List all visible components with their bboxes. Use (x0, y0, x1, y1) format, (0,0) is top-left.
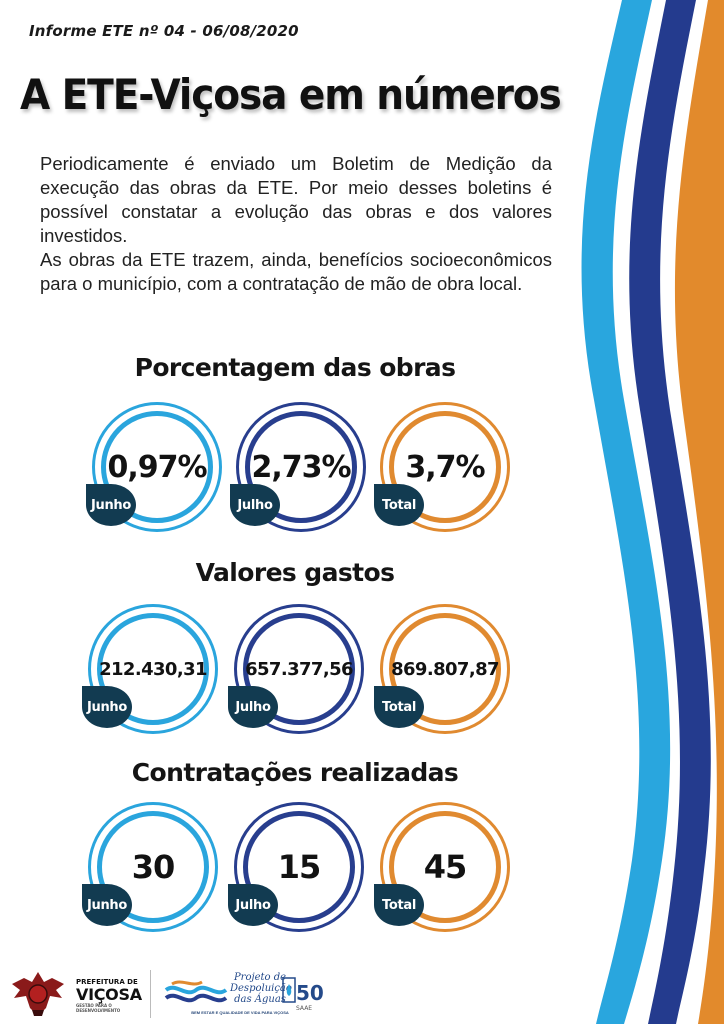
stat-percentage-june: 0,97% Junho (86, 402, 222, 532)
tag-june: Junho (82, 884, 132, 926)
wave-stripe-orange (674, 0, 724, 1024)
prefeitura-wordmark: PREFEITURA DE VIÇOSA GESTÃO PARA O DESEN… (76, 978, 146, 1013)
stat-value: 657.377,56 (245, 658, 353, 680)
stat-value: 3,7% (405, 449, 485, 485)
prefeitura-line-2: VIÇOSA (76, 985, 142, 1004)
tag-total: Total (374, 686, 424, 728)
stat-percentage-july: 2,73% Julho (230, 402, 366, 532)
stat-spending-total: 869.807,87 Total (374, 604, 510, 734)
wave-stripe-dark-blue (629, 0, 711, 1024)
prefeitura-crest-icon (12, 972, 64, 1016)
prefeitura-logo: PREFEITURA DE VIÇOSA GESTÃO PARA O DESEN… (6, 968, 146, 1020)
stat-value: 15 (277, 848, 322, 886)
intro-paragraph-2: As obras da ETE trazem, ainda, benefício… (40, 249, 552, 294)
tag-june: Junho (82, 686, 132, 728)
project-tagline: BEM ESTAR E QUALIDADE DE VIDA PARA VIÇOS… (191, 1010, 289, 1015)
stat-value: 30 (131, 848, 176, 886)
stat-value: 0,97% (107, 449, 207, 485)
tag-july: Julho (230, 484, 280, 526)
stat-value: 869.807,87 (391, 658, 499, 680)
saae-50-anniversary-icon: 50 SAAE (282, 977, 324, 1012)
page-title: A ETE-Viçosa em números (20, 70, 562, 119)
stat-hiring-july: 15 Julho (228, 802, 364, 932)
water-waves-icon (164, 980, 228, 1003)
saae-50-mark: 50 (296, 981, 324, 1005)
section-title-percentage: Porcentagem das obras (134, 353, 456, 382)
wave-stripe-light-blue (581, 0, 671, 1024)
tag-total: Total (374, 484, 424, 526)
tag-july: Julho (228, 686, 278, 728)
stat-value: 45 (423, 848, 468, 886)
tag-july: Julho (228, 884, 278, 926)
intro-paragraph-1: Periodicamente é enviado um Boletim de M… (40, 153, 552, 246)
section-title-spending: Valores gastos (195, 558, 395, 587)
report-kicker: Informe ETE nº 04 - 06/08/2020 (29, 22, 299, 40)
stat-spending-june: 212.430,31 Junho (82, 604, 218, 734)
intro-text: Periodicamente é enviado um Boletim de M… (40, 152, 552, 296)
stat-hiring-total: 45 Total (374, 802, 510, 932)
project-name: Projeto de Despoluição das Águas (230, 972, 292, 1005)
stat-value: 212.430,31 (99, 658, 207, 680)
prefeitura-line-1: PREFEITURA DE (76, 978, 138, 986)
section-title-hiring: Contratações realizadas (131, 758, 459, 787)
project-logo: Projeto de Despoluição das Águas BEM EST… (164, 968, 344, 1020)
tag-total: Total (374, 884, 424, 926)
saae-label: SAAE (296, 1005, 312, 1012)
stat-spending-july: 657.377,56 Julho (228, 604, 364, 734)
stat-hiring-june: 30 Junho (82, 802, 218, 932)
tag-june: Junho (86, 484, 136, 526)
stat-percentage-total: 3,7% Total (374, 402, 510, 532)
decorative-wave-stripes (581, 0, 724, 1024)
footer-divider (150, 970, 151, 1018)
prefeitura-line-3: GESTÃO PARA O DESENVOLVIMENTO (76, 1003, 121, 1013)
stat-value: 2,73% (251, 449, 351, 485)
